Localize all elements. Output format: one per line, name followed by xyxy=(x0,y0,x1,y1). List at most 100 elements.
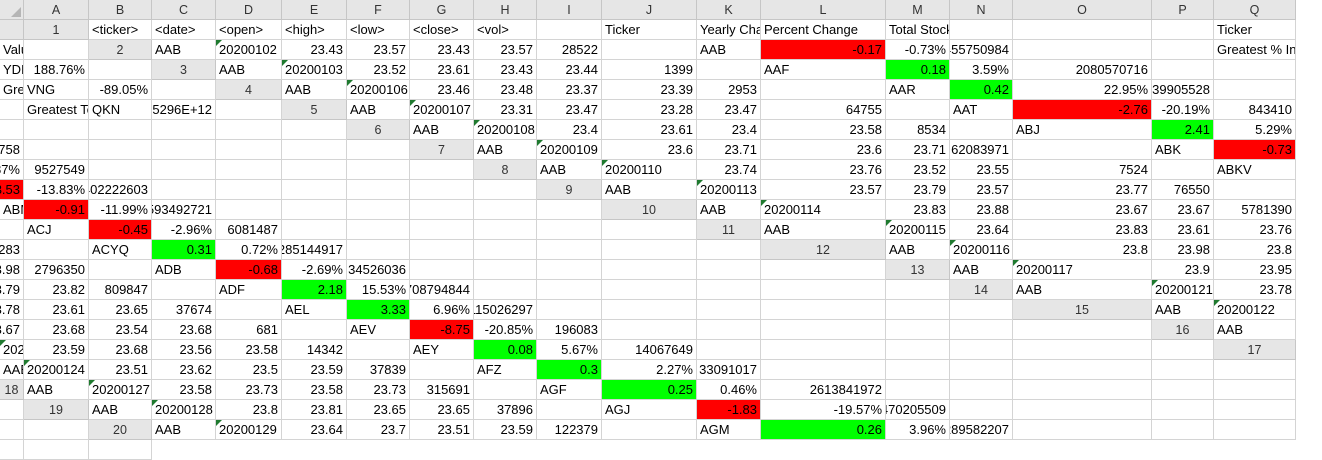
row-header-16[interactable]: 16 xyxy=(1152,320,1214,340)
cell-k8[interactable]: -13.83% xyxy=(24,180,89,200)
cell-d5[interactable]: 23.47 xyxy=(537,100,602,120)
cell-p9[interactable] xyxy=(410,200,474,220)
cell-c20[interactable]: 23.64 xyxy=(282,420,347,440)
cell-o1[interactable] xyxy=(1152,20,1214,40)
cell-d16[interactable]: 23.68 xyxy=(89,340,152,360)
cell-n11[interactable] xyxy=(410,240,474,260)
cell-r4[interactable] xyxy=(216,100,282,120)
cell-q2[interactable]: 188.76% xyxy=(24,60,89,80)
cell-p2[interactable]: YDI xyxy=(0,60,24,80)
cell-d2[interactable]: 23.57 xyxy=(347,40,410,60)
cell-m9[interactable] xyxy=(216,200,282,220)
cell-h20[interactable] xyxy=(602,420,697,440)
column-header-q[interactable]: Q xyxy=(1214,0,1296,20)
cell-j15[interactable]: -8.75 xyxy=(410,320,474,340)
cell-n6[interactable] xyxy=(89,140,152,160)
cell-r20[interactable] xyxy=(89,440,152,460)
cell-d14[interactable]: 23.78 xyxy=(0,300,24,320)
cell-k2[interactable]: -0.73% xyxy=(886,40,950,60)
cell-e15[interactable]: 23.54 xyxy=(89,320,152,340)
cell-o18[interactable] xyxy=(1013,380,1152,400)
cell-r19[interactable] xyxy=(24,420,89,440)
cell-j18[interactable]: 0.25 xyxy=(602,380,697,400)
cell-e9[interactable]: 23.57 xyxy=(950,180,1013,200)
row-header-10[interactable]: 10 xyxy=(602,200,697,220)
column-header-p[interactable]: P xyxy=(1152,0,1214,20)
row-header-19[interactable]: 19 xyxy=(24,400,89,420)
cell-q14[interactable] xyxy=(886,300,950,320)
cell-n4[interactable] xyxy=(0,100,24,120)
row-header-2[interactable]: 2 xyxy=(89,40,152,60)
cell-q16[interactable] xyxy=(1013,340,1152,360)
cell-p15[interactable] xyxy=(886,320,950,340)
cell-i7[interactable]: ABK xyxy=(1152,140,1214,160)
cell-b18[interactable]: 20200127 xyxy=(89,380,152,400)
cell-r18[interactable] xyxy=(0,400,24,420)
cell-h6[interactable] xyxy=(950,120,1013,140)
cell-n17[interactable] xyxy=(886,360,950,380)
cell-g11[interactable]: 53283 xyxy=(0,240,24,260)
cell-e2[interactable]: 23.43 xyxy=(410,40,474,60)
cell-e19[interactable]: 23.65 xyxy=(347,400,410,420)
cell-b11[interactable]: 20200115 xyxy=(886,220,950,240)
cell-b2[interactable]: 20200102 xyxy=(216,40,282,60)
cell-k5[interactable]: -20.19% xyxy=(1152,100,1214,120)
cell-k20[interactable]: 3.96% xyxy=(886,420,950,440)
cell-j17[interactable]: 0.3 xyxy=(537,360,602,380)
cell-a8[interactable]: AAB xyxy=(537,160,602,180)
cell-o3[interactable]: Greatest % Decrease xyxy=(0,80,24,100)
row-header-15[interactable]: 15 xyxy=(1013,300,1152,320)
cell-m14[interactable] xyxy=(537,300,602,320)
cell-b16[interactable]: 20200123 xyxy=(0,340,24,360)
cell-m13[interactable] xyxy=(474,280,537,300)
cell-l5[interactable]: 843410 xyxy=(1214,100,1296,120)
cell-p8[interactable] xyxy=(347,180,410,200)
cell-a20[interactable]: AAB xyxy=(152,420,216,440)
cell-j14[interactable]: 3.33 xyxy=(347,300,410,320)
cell-h11[interactable] xyxy=(24,240,89,260)
cell-a1[interactable]: <ticker> xyxy=(89,20,152,40)
cell-j5[interactable]: -2.76 xyxy=(1013,100,1152,120)
cell-r2[interactable] xyxy=(89,60,152,80)
cell-o12[interactable] xyxy=(537,260,602,280)
cell-m17[interactable] xyxy=(761,360,886,380)
cell-m6[interactable] xyxy=(24,140,89,160)
cell-n2[interactable] xyxy=(1152,40,1214,60)
cell-r15[interactable] xyxy=(1013,320,1152,340)
cell-l18[interactable]: 2613841972 xyxy=(761,380,886,400)
cell-r12[interactable] xyxy=(761,260,886,280)
cell-f6[interactable]: 23.58 xyxy=(761,120,886,140)
cell-p14[interactable] xyxy=(761,300,886,320)
cell-o16[interactable] xyxy=(886,340,950,360)
cell-k6[interactable]: 5.29% xyxy=(1214,120,1296,140)
cell-h15[interactable] xyxy=(282,320,347,340)
cell-c9[interactable]: 23.57 xyxy=(761,180,886,200)
cell-q12[interactable] xyxy=(697,260,761,280)
row-header-5[interactable]: 5 xyxy=(282,100,347,120)
cell-o17[interactable] xyxy=(950,360,1013,380)
cell-a19[interactable]: AAB xyxy=(89,400,152,420)
cell-n12[interactable] xyxy=(474,260,537,280)
cell-p11[interactable] xyxy=(537,240,602,260)
cell-a9[interactable]: AAB xyxy=(602,180,697,200)
cell-c7[interactable]: 23.6 xyxy=(602,140,697,160)
cell-d17[interactable]: 23.62 xyxy=(152,360,216,380)
cell-n13[interactable] xyxy=(537,280,602,300)
cell-o2[interactable]: Greatest % Increase xyxy=(1214,40,1296,60)
column-header-j[interactable]: J xyxy=(602,0,697,20)
cell-o13[interactable] xyxy=(602,280,697,300)
cell-f11[interactable]: 23.76 xyxy=(1214,220,1296,240)
cell-a11[interactable]: AAB xyxy=(761,220,886,240)
cell-g19[interactable]: 37896 xyxy=(474,400,537,420)
cell-q3[interactable]: -89.05% xyxy=(89,80,152,100)
cell-c17[interactable]: 23.51 xyxy=(89,360,152,380)
cell-j7[interactable]: -0.73 xyxy=(1214,140,1296,160)
cell-i9[interactable]: ABM xyxy=(0,200,24,220)
cell-n16[interactable] xyxy=(761,340,886,360)
cell-p4[interactable]: QKN xyxy=(89,100,152,120)
cell-k16[interactable]: 5.67% xyxy=(537,340,602,360)
cell-m7[interactable] xyxy=(89,160,152,180)
cell-b7[interactable]: 20200109 xyxy=(537,140,602,160)
cell-p6[interactable] xyxy=(216,140,282,160)
cell-r6[interactable] xyxy=(347,140,410,160)
